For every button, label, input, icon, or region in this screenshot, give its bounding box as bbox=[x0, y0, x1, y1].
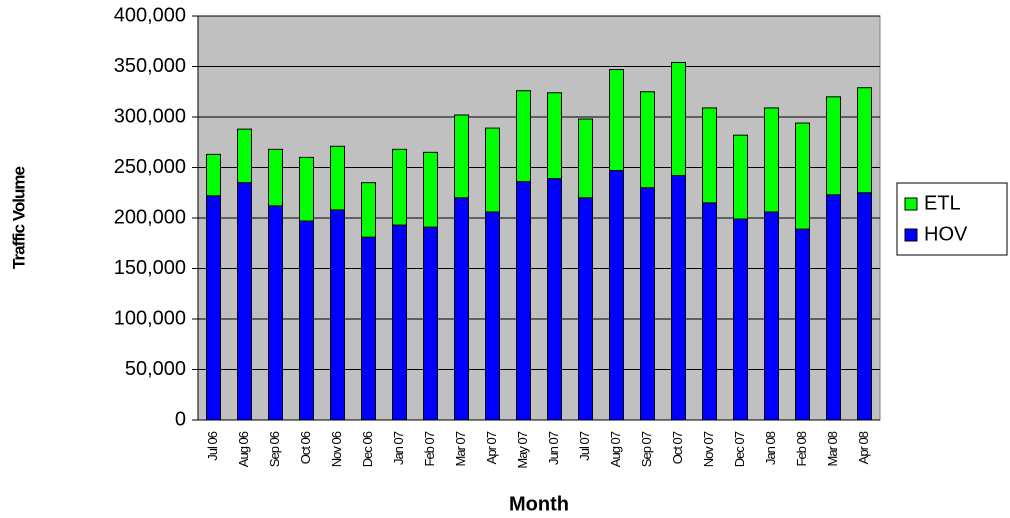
bar-segment bbox=[671, 175, 686, 421]
legend-swatch bbox=[904, 197, 918, 211]
x-tick-label: Nov 06 bbox=[329, 431, 344, 467]
bar-segment bbox=[795, 228, 810, 421]
x-tick-label: Oct 07 bbox=[670, 431, 685, 464]
x-tick-label: Dec 07 bbox=[732, 431, 747, 467]
bar-segment bbox=[578, 118, 593, 199]
bar-segment bbox=[237, 128, 252, 184]
bar-segment bbox=[330, 209, 345, 421]
x-tick-label: Sep 06 bbox=[267, 431, 282, 467]
bar-segment bbox=[733, 134, 748, 220]
bar-segment bbox=[392, 148, 407, 226]
y-tick-label: 400,000 bbox=[114, 4, 186, 26]
bar-segment bbox=[640, 187, 655, 421]
y-tick-label: 200,000 bbox=[114, 206, 186, 228]
bar-segment bbox=[268, 148, 283, 207]
bar-segment bbox=[764, 211, 779, 421]
x-tick-label: Oct 06 bbox=[298, 431, 313, 464]
bar-segment bbox=[299, 220, 314, 421]
bar-segment bbox=[702, 107, 717, 204]
x-tick-label: Mar 08 bbox=[825, 431, 840, 466]
bar-segment bbox=[857, 192, 872, 421]
x-tick-label: Jun 07 bbox=[546, 431, 561, 465]
x-tick-label: Aug 06 bbox=[236, 431, 251, 467]
y-axis-title: Traffic Volume bbox=[9, 167, 28, 269]
bar-segment bbox=[640, 91, 655, 189]
bar-segment bbox=[423, 151, 438, 228]
x-tick-label: Feb 07 bbox=[422, 431, 437, 466]
x-tick-label: May 07 bbox=[515, 431, 530, 468]
bar-segment bbox=[764, 107, 779, 213]
bar-segment bbox=[206, 195, 221, 421]
y-tick-label: 250,000 bbox=[114, 156, 186, 178]
x-tick-label: Jan 08 bbox=[763, 431, 778, 465]
bar-segment bbox=[609, 170, 624, 421]
x-tick-label: Jan 07 bbox=[391, 431, 406, 465]
bar-segment bbox=[206, 153, 221, 197]
y-tick-label: 350,000 bbox=[114, 55, 186, 77]
legend-label: ETL bbox=[924, 192, 961, 214]
bar-segment bbox=[795, 122, 810, 230]
bar-segment bbox=[299, 156, 314, 222]
bar-segment bbox=[237, 182, 252, 421]
bar-segment bbox=[609, 69, 624, 172]
bar-segment bbox=[361, 236, 376, 421]
legend-box bbox=[896, 182, 1008, 256]
bar-segment bbox=[702, 202, 717, 421]
bar-segment bbox=[485, 211, 500, 421]
x-tick-label: Mar 07 bbox=[453, 431, 468, 466]
bar-segment bbox=[826, 194, 841, 421]
x-axis-title: Month bbox=[509, 493, 569, 515]
bar-segment bbox=[361, 182, 376, 238]
x-tick-label: Jul 06 bbox=[205, 431, 220, 460]
bar-segment bbox=[268, 205, 283, 421]
bar-segment bbox=[392, 224, 407, 421]
legend-swatch bbox=[904, 228, 918, 242]
bar-segment bbox=[516, 90, 531, 183]
bar-segment bbox=[671, 61, 686, 177]
x-tick-label: Feb 08 bbox=[794, 431, 809, 466]
x-tick-label: Apr 07 bbox=[484, 431, 499, 464]
bar-segment bbox=[733, 218, 748, 421]
bar-segment bbox=[485, 127, 500, 213]
x-tick-label: Dec 06 bbox=[360, 431, 375, 467]
x-tick-label: Sep 07 bbox=[639, 431, 654, 467]
bar-segment bbox=[547, 92, 562, 180]
bar-segment bbox=[454, 114, 469, 199]
bar-segment bbox=[547, 178, 562, 421]
x-tick-label: Aug 07 bbox=[608, 431, 623, 467]
x-tick-label: Apr 08 bbox=[856, 431, 871, 464]
bar-segment bbox=[578, 197, 593, 421]
x-tick-label: Nov 07 bbox=[701, 431, 716, 467]
bar-segment bbox=[423, 226, 438, 421]
y-tick-label: 50,000 bbox=[125, 358, 186, 380]
bar-segment bbox=[826, 96, 841, 196]
y-tick-label: 300,000 bbox=[114, 105, 186, 127]
bar-segment bbox=[857, 87, 872, 194]
bar-segment bbox=[516, 181, 531, 421]
bar-segment bbox=[330, 145, 345, 211]
y-tick-label: 100,000 bbox=[114, 307, 186, 329]
legend-label: HOV bbox=[924, 223, 968, 245]
y-tick-label: 0 bbox=[175, 408, 186, 430]
bar-segment bbox=[454, 197, 469, 421]
x-tick-label: Jul 07 bbox=[577, 431, 592, 460]
y-tick-label: 150,000 bbox=[114, 257, 186, 279]
